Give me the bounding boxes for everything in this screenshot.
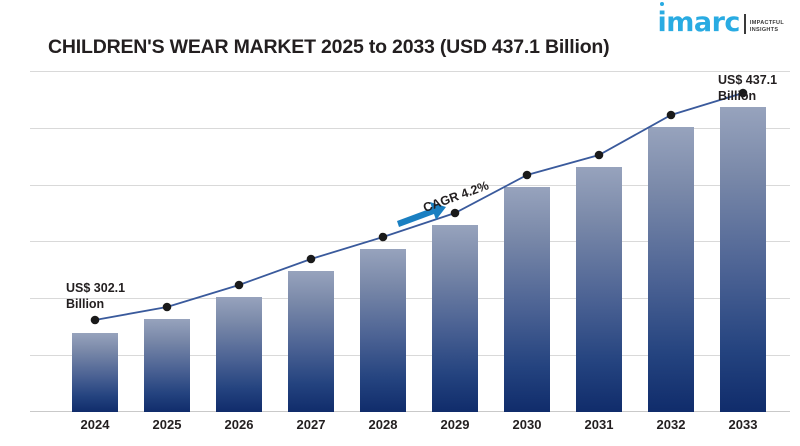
bar-2026 (216, 297, 262, 412)
x-tick-2028: 2028 (368, 417, 398, 432)
gridline (30, 298, 790, 299)
data-point-2027 (306, 254, 316, 264)
bar-2030 (504, 187, 550, 412)
logo-divider (743, 14, 746, 34)
logo-tagline-line1: IMPACTFUL (749, 20, 784, 26)
x-tick-2024: 2024 (80, 417, 110, 432)
data-point-2025 (162, 302, 172, 312)
bar-2027 (288, 271, 334, 412)
logo-tagline-line2: INSIGHTS (749, 27, 779, 33)
data-point-2028 (378, 232, 388, 242)
plot-area: US$ 302.1 Billion US$ 437.1 Billion CAGR… (30, 71, 790, 412)
bar-2032 (648, 127, 694, 412)
data-point-2029 (450, 208, 460, 218)
bar-2031 (576, 167, 622, 412)
imarc-logo: imarc IMPACTFUL INSIGHTS (657, 2, 784, 38)
x-tick-2025: 2025 (152, 417, 182, 432)
cagr-arrow-icon (397, 202, 446, 227)
trend-line (94, 92, 744, 321)
gridline (30, 241, 790, 242)
data-point-2026 (234, 280, 244, 290)
x-tick-2029: 2029 (440, 417, 470, 432)
data-point-2031 (594, 150, 604, 160)
x-axis-line (30, 411, 790, 412)
data-point-2033 (738, 88, 748, 98)
bar-2024 (72, 333, 118, 412)
x-tick-2026: 2026 (224, 417, 254, 432)
bar-2028 (360, 249, 406, 412)
bar-2025 (144, 319, 190, 412)
x-tick-2030: 2030 (512, 417, 542, 432)
gridline (30, 128, 790, 129)
callout-start: US$ 302.1 Billion (66, 281, 125, 312)
x-tick-2032: 2032 (656, 417, 686, 432)
bar-2033 (720, 107, 766, 412)
bar-2029 (432, 225, 478, 412)
callout-start-line2: Billion (66, 296, 105, 311)
callout-start-line1: US$ 302.1 (66, 281, 126, 295)
x-tick-2031: 2031 (584, 417, 614, 432)
callout-end-line2: Billion (718, 88, 757, 103)
logo-dot-icon (660, 2, 665, 6)
trend-overlay (90, 88, 748, 325)
x-tick-2033: 2033 (728, 417, 758, 432)
data-point-2030 (522, 170, 532, 180)
data-point-2032 (666, 110, 676, 120)
chart-title: CHILDREN'S WEAR MARKET 2025 to 2033 (USD… (48, 36, 610, 58)
data-point-2024 (90, 315, 100, 325)
logo-wordmark: imarc (657, 2, 740, 38)
gridline (30, 185, 790, 186)
x-tick-2027: 2027 (296, 417, 326, 432)
gridline (30, 71, 790, 72)
callout-end-line1: US$ 437.1 (718, 73, 778, 87)
logo-wordmark-text: imarc (657, 7, 740, 38)
callout-end: US$ 437.1 Billion (718, 73, 777, 104)
gridline (30, 355, 790, 356)
x-axis-labels: 2024 2025 2026 2027 2028 2029 2030 2031 … (30, 417, 790, 441)
logo-tagline: IMPACTFUL INSIGHTS (750, 20, 784, 34)
